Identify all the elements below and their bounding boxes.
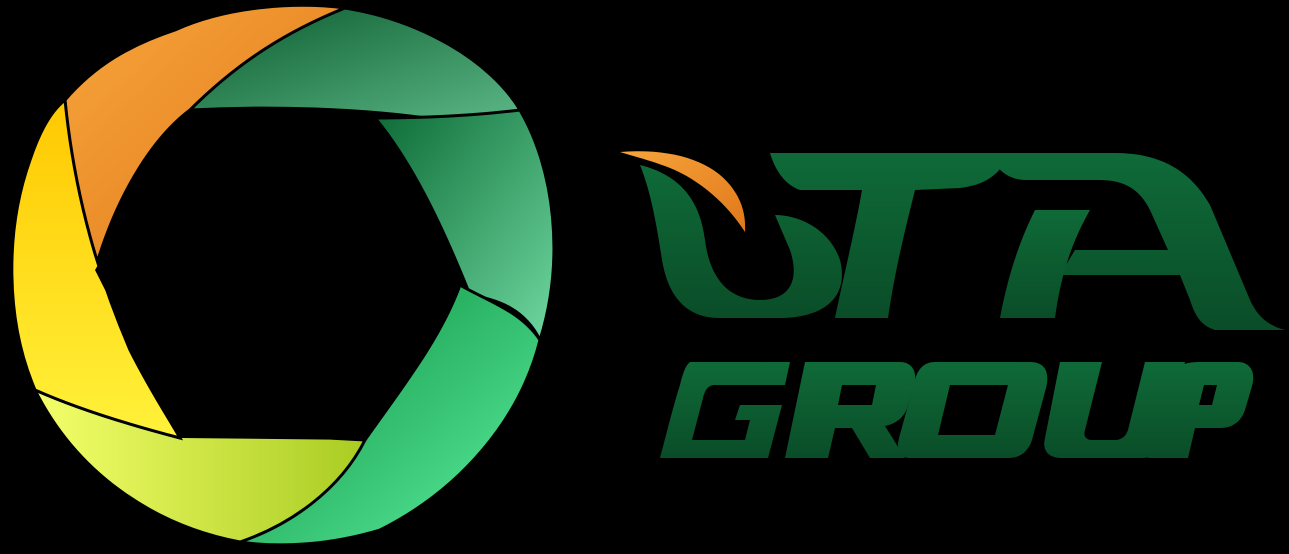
letter-t <box>770 153 1010 318</box>
letter-v <box>640 165 842 318</box>
letter-a <box>990 153 1285 330</box>
letter-g <box>660 362 790 458</box>
wordmark-group <box>660 362 1254 458</box>
emblem-center <box>95 110 460 440</box>
letter-r <box>785 362 916 458</box>
orange-accent-icon <box>620 151 746 232</box>
letter-a-leg <box>1000 210 1090 318</box>
wordmark-vta <box>620 151 1285 330</box>
letter-p <box>1148 362 1254 458</box>
letter-o <box>898 362 1048 458</box>
swirl-emblem-icon <box>10 3 556 547</box>
letter-u <box>1044 362 1185 458</box>
